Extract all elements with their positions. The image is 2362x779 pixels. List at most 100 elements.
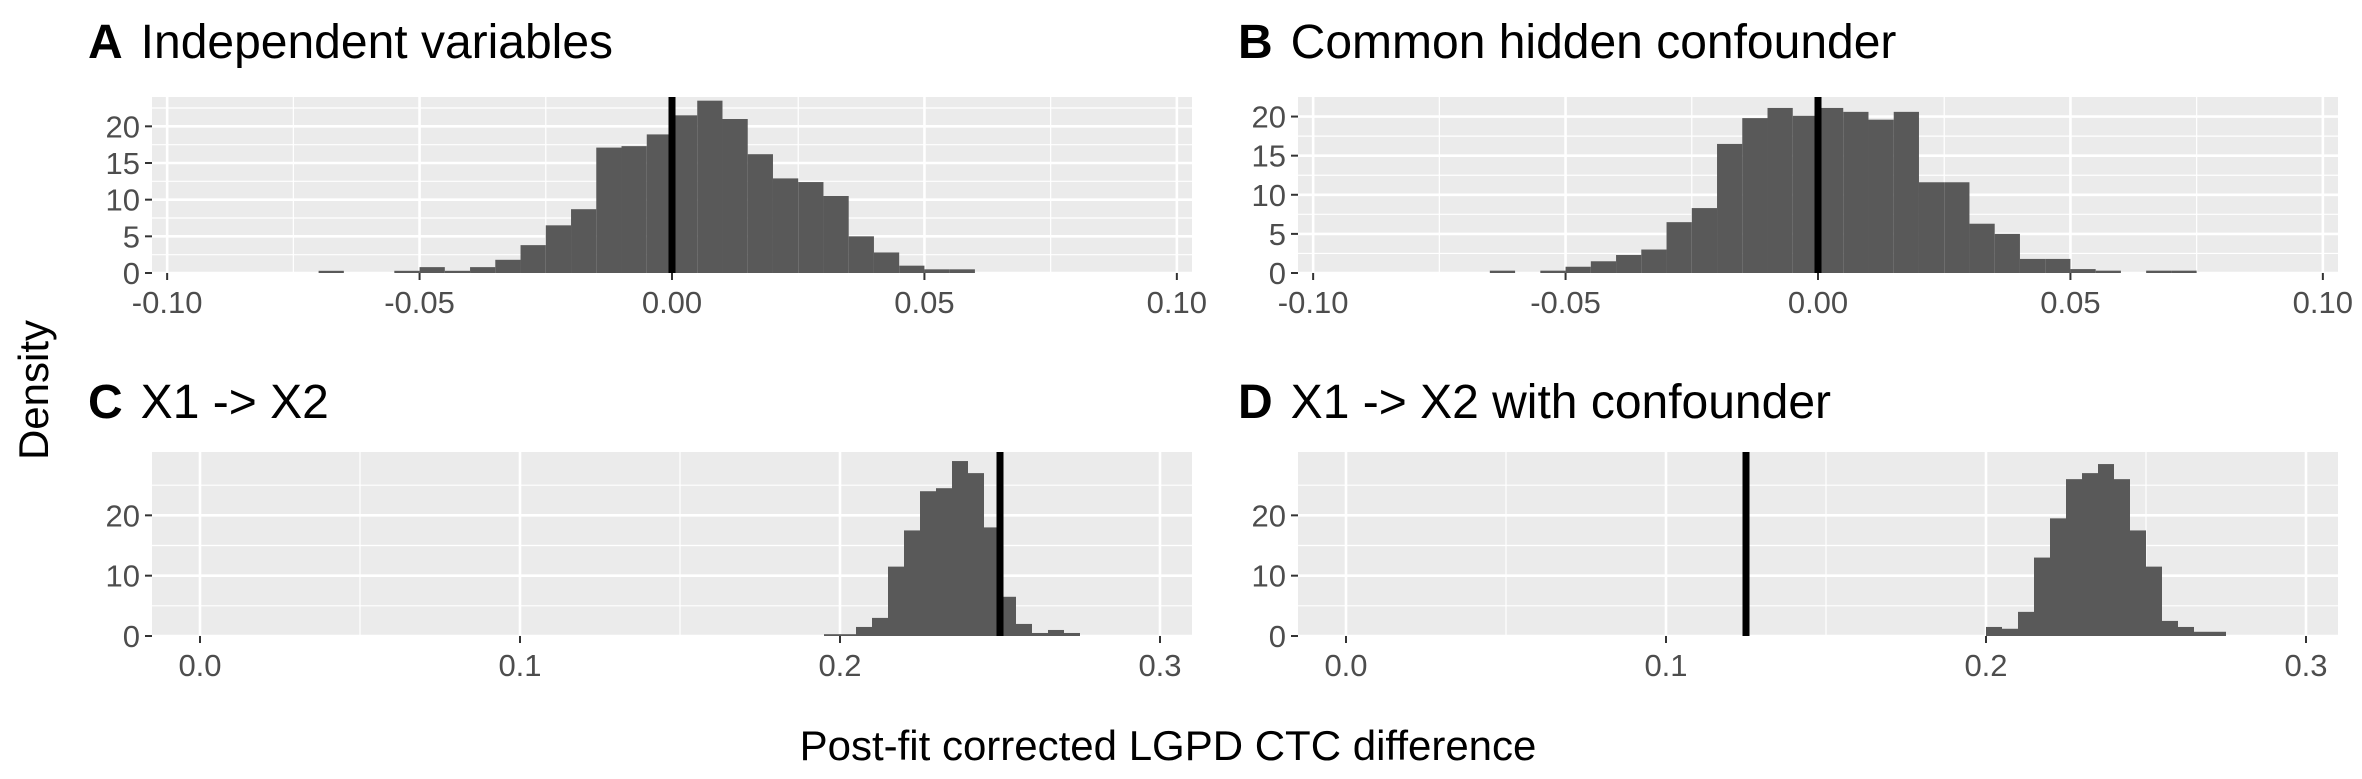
histogram-bar: [2210, 631, 2226, 636]
histogram-bar: [2146, 270, 2172, 273]
histogram-bar: [2082, 473, 2098, 636]
x-tick-label: 0.1: [1644, 648, 1687, 683]
histogram-bar: [2070, 269, 2096, 273]
histogram-bar: [1616, 255, 1642, 273]
y-tick-label: 15: [106, 146, 140, 181]
histogram-bar: [984, 527, 1000, 636]
x-tick-label: 0.1: [498, 648, 541, 683]
histogram-bar: [520, 245, 546, 273]
histogram-bar: [2114, 479, 2130, 636]
histogram-bar: [747, 154, 773, 273]
histogram-bar: [1032, 632, 1048, 636]
histogram-bar: [1641, 249, 1667, 273]
panel-letter: A: [88, 16, 123, 69]
histogram-bar: [621, 146, 647, 273]
x-tick-label: 0.05: [2040, 285, 2100, 320]
x-axis-title: Post-fit corrected LGPD CTC difference: [800, 722, 1537, 769]
panel-title: A Independent variables: [88, 16, 613, 69]
panel-d: D X1 -> X2 with confounder 0.0 0.1 0.2 0.3 0 10…: [1238, 376, 2338, 683]
x-tick-label: 0.05: [894, 285, 954, 320]
panel-title: B Common hidden confounder: [1238, 16, 1896, 69]
histogram-bar: [318, 270, 344, 273]
histogram-bar: [899, 265, 925, 273]
histogram-bar: [1843, 111, 1869, 274]
histogram-bar: [646, 134, 672, 273]
panel-letter: C: [88, 376, 123, 429]
y-tick-label: 0: [123, 256, 140, 291]
histogram-bar: [394, 270, 420, 273]
histogram-bar: [1944, 182, 1970, 273]
histogram-bar: [1767, 107, 1793, 273]
histogram-bar: [2018, 611, 2034, 636]
histogram-bar: [2171, 270, 2197, 273]
panel-title-text: X1 -> X2 with confounder: [1291, 376, 1831, 429]
x-tick-label: 0.2: [818, 648, 861, 683]
histogram-bar: [2002, 628, 2018, 636]
panel-title-text: Common hidden confounder: [1291, 16, 1897, 69]
histogram-bar: [1792, 115, 1818, 273]
x-tick-label: -0.05: [1530, 285, 1601, 320]
histogram-bar: [2194, 631, 2210, 636]
histogram-bar: [968, 473, 984, 636]
x-tick-label: -0.10: [132, 285, 203, 320]
y-tick-label: 10: [1252, 559, 1286, 594]
histogram-bar: [856, 626, 872, 636]
panel-b: B Common hidden confounder -0.10 -0.05 0.00 0…: [1238, 16, 2353, 320]
histogram-bar: [444, 270, 471, 273]
histogram-bar: [2162, 620, 2178, 636]
x-tick-label: -0.10: [1278, 285, 1349, 320]
panel-letter: B: [1238, 16, 1273, 69]
plot-background: [1298, 452, 2338, 636]
histogram-bar: [888, 566, 904, 636]
histogram-bar: [2178, 626, 2194, 636]
histogram-bar: [873, 252, 900, 273]
histogram-bar: [824, 634, 840, 636]
histogram-bar: [772, 178, 799, 273]
x-tick-label: 0.00: [642, 285, 702, 320]
histogram-bar: [1994, 233, 2020, 273]
y-tick-label: 20: [106, 109, 140, 144]
histogram-bar: [1000, 596, 1016, 636]
histogram-bar: [1540, 270, 1566, 273]
x-tick-label: 0.0: [178, 648, 221, 683]
y-tick-label: 10: [1252, 178, 1286, 213]
histogram-bar: [1893, 111, 1919, 274]
panel-a: A Independent variables -0.10 -0.05 0.00 0.05…: [88, 16, 1207, 320]
panel-title: D X1 -> X2 with confounder: [1238, 376, 1831, 429]
y-axis-title: Density: [10, 320, 57, 460]
histogram-bar: [1691, 208, 1718, 273]
x-tick-label: 0.10: [2293, 285, 2353, 320]
histogram-bar: [1717, 143, 1743, 273]
x-tick-label: 0.00: [1788, 285, 1848, 320]
x-tick-label: 0.3: [1138, 648, 1181, 683]
histogram-bar: [2045, 258, 2071, 273]
histogram-bar: [1016, 623, 1032, 636]
histogram-bar: [545, 225, 572, 273]
histogram-bar: [672, 115, 698, 273]
y-tick-label: 15: [1252, 139, 1286, 174]
histogram-bar: [1742, 118, 1768, 274]
histogram-bar: [1489, 270, 1516, 273]
plot-background: [152, 452, 1192, 636]
histogram-bar: [920, 491, 936, 636]
x-tick-label: 0.3: [2284, 648, 2327, 683]
histogram-bar: [722, 119, 748, 273]
histogram-bar: [872, 617, 888, 636]
histogram-bar: [2130, 530, 2146, 636]
x-tick-label: 0.10: [1147, 285, 1207, 320]
x-tick-label: 0.2: [1964, 648, 2007, 683]
y-tick-label: 5: [1269, 217, 1286, 252]
panel-title-text: Independent variables: [141, 16, 613, 69]
histogram-bar: [1590, 261, 1617, 273]
histogram-bar: [1986, 626, 2002, 636]
y-tick-label: 5: [123, 219, 140, 254]
y-tick-label: 10: [106, 183, 140, 218]
histogram-bar: [1969, 223, 1995, 273]
histogram-bar: [470, 267, 496, 273]
histogram-bar: [949, 269, 975, 273]
histogram-bar: [1868, 119, 1894, 273]
x-tick-label: -0.05: [384, 285, 455, 320]
histogram-bar: [924, 269, 950, 273]
histogram-bar: [904, 530, 920, 636]
histogram-bar: [495, 259, 521, 273]
